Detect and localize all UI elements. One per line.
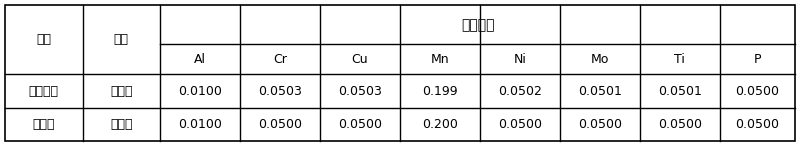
- Text: 测定值: 测定值: [110, 85, 133, 98]
- Text: 多元素标: 多元素标: [29, 85, 58, 98]
- Text: 0.0100: 0.0100: [178, 85, 222, 98]
- Text: Cu: Cu: [352, 53, 368, 66]
- Text: 0.0500: 0.0500: [578, 118, 622, 131]
- Text: 化学成分: 化学成分: [461, 18, 494, 32]
- Text: 0.0100: 0.0100: [178, 118, 222, 131]
- Text: Al: Al: [194, 53, 206, 66]
- Text: 0.0500: 0.0500: [735, 85, 779, 98]
- Text: 0.0503: 0.0503: [338, 85, 382, 98]
- Text: 0.0500: 0.0500: [658, 118, 702, 131]
- Text: Mo: Mo: [590, 53, 609, 66]
- Text: 名称: 名称: [36, 33, 51, 46]
- Text: 0.0500: 0.0500: [498, 118, 542, 131]
- Text: 项目: 项目: [114, 33, 129, 46]
- Text: 准溶液: 准溶液: [33, 118, 55, 131]
- Text: 标准值: 标准值: [110, 118, 133, 131]
- Text: Ti: Ti: [674, 53, 686, 66]
- Text: 0.0500: 0.0500: [258, 118, 302, 131]
- Text: 0.0503: 0.0503: [258, 85, 302, 98]
- Text: Ni: Ni: [514, 53, 526, 66]
- Text: Mn: Mn: [430, 53, 450, 66]
- Text: 0.0501: 0.0501: [658, 85, 702, 98]
- Text: 0.0501: 0.0501: [578, 85, 622, 98]
- Text: 0.0500: 0.0500: [735, 118, 779, 131]
- Text: P: P: [754, 53, 761, 66]
- Text: 0.199: 0.199: [422, 85, 458, 98]
- Text: Cr: Cr: [273, 53, 287, 66]
- Text: 0.0502: 0.0502: [498, 85, 542, 98]
- Text: 0.200: 0.200: [422, 118, 458, 131]
- Text: 0.0500: 0.0500: [338, 118, 382, 131]
